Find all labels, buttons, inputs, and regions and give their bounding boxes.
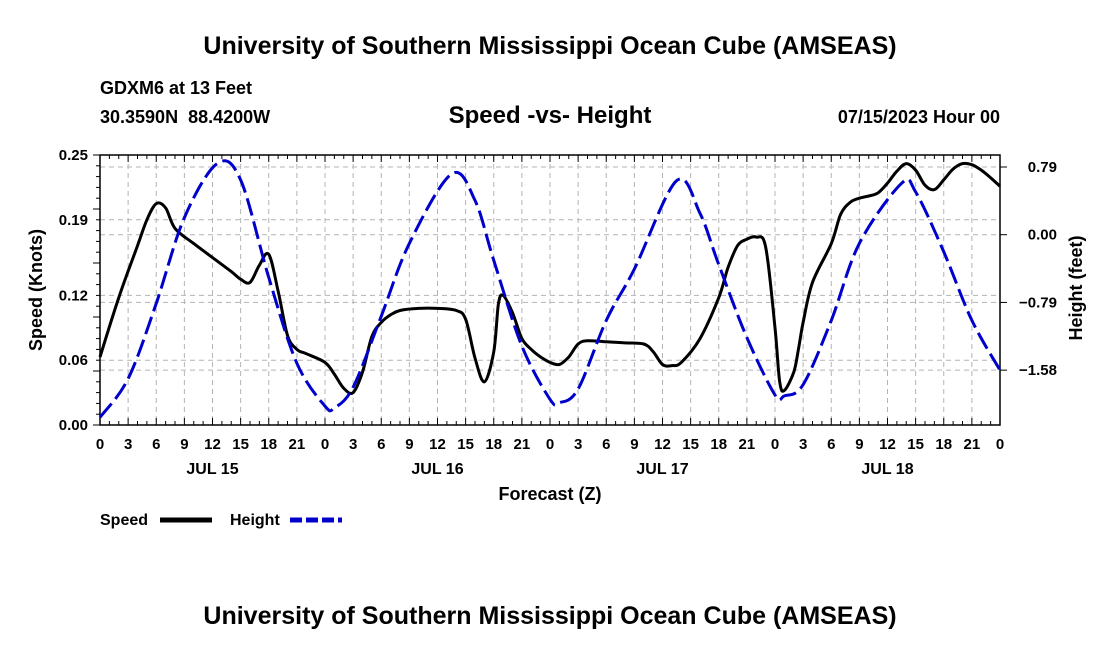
x-tick-label: 6 — [827, 436, 835, 453]
speed-series-line — [98, 161, 1002, 395]
x-tick-label: 6 — [602, 436, 610, 453]
y-axis-title: Speed (Knots) — [26, 229, 46, 351]
axes — [93, 154, 1007, 426]
x-tick-label: 15 — [232, 436, 249, 453]
x-tick-label: 18 — [260, 436, 277, 453]
series — [98, 159, 1002, 419]
axis-labels: 0 3 6 9 12 15 18 21 0 3 6 9 12 15 18 21 0 3 6 9 12 15 18 21 0 3 6 9… — [59, 147, 1057, 478]
x-tick-label: 12 — [879, 436, 896, 453]
y2-axis-title: Height (feet) — [1066, 236, 1086, 341]
chart-title: Speed -vs- Height — [448, 102, 652, 129]
x-tick-label: 15 — [682, 436, 699, 453]
y-tick-label: 0.25 — [59, 147, 88, 164]
y-tick-label: 0.00 — [59, 417, 88, 434]
x-tick-label: 15 — [457, 436, 474, 453]
x-tick-label: 6 — [377, 436, 385, 453]
x-tick-label: 0 — [771, 436, 779, 453]
x-tick-label: 3 — [574, 436, 582, 453]
legend: Speed Height — [100, 512, 342, 529]
footer-title: University of Southern Mississippi Ocean… — [203, 602, 897, 630]
station-label: GDXM6 at 13 Feet — [100, 78, 253, 98]
x-tick-label: 9 — [405, 436, 413, 453]
forecast-timestamp: 07/15/2023 Hour 00 — [837, 107, 1000, 127]
day-label: JUL 15 — [186, 461, 238, 478]
x-tick-label: 9 — [630, 436, 638, 453]
page-title: University of Southern Mississippi Ocean… — [203, 32, 897, 60]
y-tick-label: 0.12 — [59, 287, 88, 304]
x-tick-label: 0 — [996, 436, 1004, 453]
x-tick-label: 0 — [546, 436, 554, 453]
speed-height-chart: 0 3 6 9 12 15 18 21 0 3 6 9 12 15 18 21 0 3 6 9 12 15 18 21 0 3 6 9… — [26, 147, 1086, 529]
y2-tick-label: −0.79 — [1019, 294, 1057, 311]
legend-speed-label: Speed — [100, 512, 148, 529]
day-label: JUL 17 — [636, 461, 688, 478]
station-coords: 30.3590N 88.4200W — [100, 107, 271, 127]
x-tick-label: 3 — [349, 436, 357, 453]
x-tick-label: 9 — [855, 436, 863, 453]
x-axis-title: Forecast (Z) — [498, 484, 601, 504]
day-label: JUL 18 — [861, 461, 913, 478]
y-tick-label: 0.19 — [59, 212, 88, 229]
y2-tick-label: 0.79 — [1028, 159, 1057, 176]
x-tick-label: 18 — [485, 436, 502, 453]
x-tick-label: 3 — [124, 436, 132, 453]
x-tick-label: 9 — [180, 436, 188, 453]
x-tick-label: 21 — [739, 436, 756, 453]
x-tick-label: 12 — [654, 436, 671, 453]
x-tick-label: 12 — [429, 436, 446, 453]
x-tick-label: 21 — [964, 436, 981, 453]
legend-height-label: Height — [230, 512, 280, 529]
x-tick-label: 21 — [289, 436, 306, 453]
y-tick-label: 0.06 — [59, 352, 88, 369]
x-tick-label: 3 — [799, 436, 807, 453]
y2-tick-label: −1.58 — [1019, 362, 1057, 379]
x-tick-label: 15 — [907, 436, 924, 453]
x-tick-label: 0 — [96, 436, 104, 453]
x-tick-label: 18 — [935, 436, 952, 453]
height-series-line — [98, 159, 1002, 419]
x-tick-label: 21 — [514, 436, 531, 453]
x-tick-label: 0 — [321, 436, 329, 453]
y2-tick-label: 0.00 — [1028, 227, 1057, 244]
day-label: JUL 16 — [411, 461, 463, 478]
x-tick-label: 18 — [710, 436, 727, 453]
x-tick-label: 12 — [204, 436, 221, 453]
x-tick-label: 6 — [152, 436, 160, 453]
